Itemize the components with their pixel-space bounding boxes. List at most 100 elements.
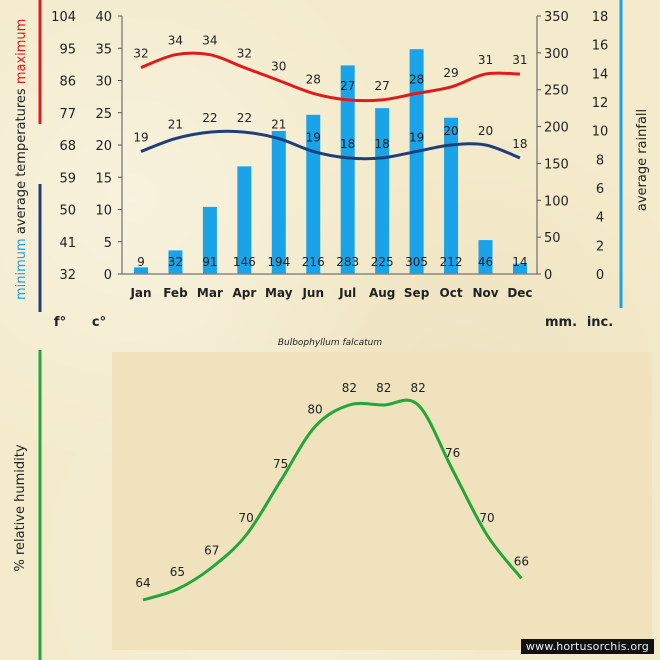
rainfall-value-label: 225 [371, 255, 394, 269]
mm-tick-label: 300 [544, 47, 569, 62]
mm-tick-label: 50 [544, 231, 561, 246]
rainfall-bar-apr [237, 166, 252, 274]
min-temp-label: 20 [478, 124, 493, 138]
rainfall-value-label: 305 [405, 255, 428, 269]
humidity-value-label: 70 [479, 511, 494, 525]
min-temp-label: 22 [237, 111, 252, 125]
temperature-axis-label: minimum average temperatures maximum [14, 19, 29, 300]
min-temp-label: 18 [340, 137, 355, 151]
max-temp-label: 31 [512, 53, 527, 67]
mm-tick-label: 0 [544, 268, 552, 283]
inch-tick-label: 14 [592, 67, 609, 82]
label-maximum: maximum [14, 19, 29, 85]
max-temp-label: 30 [271, 60, 286, 74]
rainfall-bar-may [271, 130, 286, 274]
month-label: Sep [404, 286, 430, 300]
f-tick-label: 68 [59, 139, 76, 154]
humidity-value-label: 82 [342, 381, 357, 395]
mm-tick-label: 250 [544, 84, 569, 99]
min-temp-label: 18 [375, 137, 390, 151]
rainfall-bar-jun [306, 114, 321, 274]
rainfall-value-label: 9 [137, 255, 145, 269]
month-label: Dec [507, 286, 532, 300]
humidity-value-label: 65 [170, 565, 185, 579]
c-tick-label: 0 [104, 268, 112, 283]
c-tick-label: 15 [95, 171, 112, 186]
mm-tick-label: 150 [544, 157, 569, 172]
f-tick-label: 77 [59, 107, 76, 122]
humidity-value-label: 76 [445, 446, 460, 460]
month-label: Jan [129, 286, 151, 300]
rainfall-bar-nov [478, 240, 493, 274]
humidity-value-label: 82 [411, 381, 426, 395]
rainfall-bar-mar [202, 206, 217, 274]
c-tick-label: 25 [95, 107, 112, 122]
mm-tick-label: 200 [544, 121, 569, 136]
rainfall-bar-jan [134, 267, 148, 274]
unit-inch: inc. [587, 315, 613, 330]
humidity-panel [112, 352, 652, 650]
watermark: www.hortusorchis.org [520, 639, 654, 654]
unit-mm: mm. [545, 315, 577, 330]
rainfall-value-label: 194 [267, 255, 290, 269]
max-temp-label: 31 [478, 53, 493, 67]
inch-tick-label: 18 [592, 10, 609, 25]
label-minimum: minimum [14, 238, 29, 300]
humidity-value-label: 66 [514, 554, 529, 568]
max-temp-label: 28 [306, 72, 321, 86]
max-temp-label: 29 [443, 66, 458, 80]
f-tick-label: 32 [59, 268, 76, 283]
rainfall-bar-dec [512, 263, 527, 274]
inch-tick-label: 16 [592, 39, 609, 54]
f-tick-label: 86 [59, 75, 76, 90]
rainfall-value-label: 146 [233, 255, 256, 269]
min-temp-label: 20 [443, 124, 458, 138]
c-tick-label: 35 [95, 42, 112, 57]
humidity-value-label: 75 [273, 457, 288, 471]
inch-tick-label: 10 [592, 125, 609, 140]
inch-tick-label: 0 [596, 268, 604, 283]
month-label: Oct [440, 286, 463, 300]
f-tick-label: 41 [59, 236, 76, 251]
max-temp-label: 34 [202, 34, 217, 48]
f-tick-label: 95 [59, 42, 76, 57]
max-temperature-line [140, 51, 520, 103]
min-temp-label: 19 [306, 130, 321, 144]
c-tick-label: 10 [95, 204, 112, 219]
rainfall-bar-oct [444, 117, 459, 275]
min-temp-label: 19 [409, 130, 424, 144]
rainfall-value-label: 91 [202, 255, 217, 269]
max-temp-label: 32 [133, 47, 148, 61]
inch-tick-label: 6 [596, 182, 604, 197]
humidity-line [142, 398, 523, 602]
humidity-value-label: 82 [376, 381, 391, 395]
rainfall-value-label: 32 [168, 255, 183, 269]
max-temp-label: 28 [409, 72, 424, 86]
label-average-temperatures: average temperatures [14, 88, 29, 234]
rainfall-value-label: 283 [336, 255, 359, 269]
min-temp-label: 22 [202, 111, 217, 125]
rainfall-bar-feb [168, 250, 183, 274]
month-label: Apr [232, 286, 256, 300]
rainfall-value-label: 216 [302, 255, 325, 269]
max-temp-label: 34 [168, 34, 183, 48]
humidity-value-label: 80 [307, 403, 322, 417]
month-label: May [265, 286, 293, 300]
min-temperature-line [140, 129, 521, 161]
max-temp-label: 27 [340, 79, 355, 93]
month-label: Mar [197, 286, 223, 300]
f-tick-label: 59 [59, 171, 76, 186]
min-temp-label: 18 [512, 137, 527, 151]
month-label: Aug [369, 286, 395, 300]
mm-tick-label: 350 [544, 10, 569, 25]
mm-tick-label: 100 [544, 194, 569, 209]
humidity-value-label: 67 [204, 544, 219, 558]
month-label: Jul [338, 286, 356, 300]
humidity-value-label: 70 [239, 511, 254, 525]
month-label: Nov [472, 286, 498, 300]
inch-tick-label: 12 [592, 96, 609, 111]
min-temp-label: 21 [168, 118, 183, 132]
inch-tick-label: 4 [596, 211, 604, 226]
rainfall-bar-jul [340, 65, 355, 274]
max-temp-label: 32 [237, 47, 252, 61]
